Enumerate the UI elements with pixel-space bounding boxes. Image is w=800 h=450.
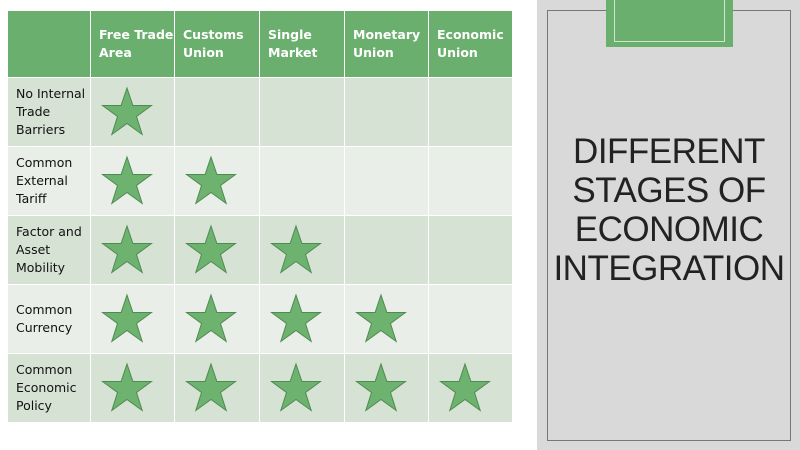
star-icon — [185, 224, 237, 274]
star-icon — [355, 362, 407, 412]
star-icon — [101, 155, 153, 205]
table-cell — [428, 77, 513, 147]
table-cell — [344, 284, 429, 354]
table-row: No Internal Trade Barriers — [7, 77, 513, 147]
star-icon — [101, 86, 153, 136]
table-cell — [90, 146, 175, 216]
table-cell — [344, 77, 429, 147]
row-label: Factor and Asset Mobility — [7, 215, 91, 285]
row-label: Common Currency — [7, 284, 91, 354]
star-icon — [101, 224, 153, 274]
table-cell — [259, 146, 345, 216]
star-icon — [185, 293, 237, 343]
table-cell — [428, 215, 513, 285]
table-row: Common Economic Policy — [7, 353, 513, 423]
row-label: Common Economic Policy — [7, 353, 91, 423]
column-header: Single Market — [259, 10, 345, 78]
table-cell — [428, 284, 513, 354]
table-cell — [428, 353, 513, 423]
table-cell — [174, 215, 260, 285]
header-corner — [7, 10, 91, 78]
table-cell — [259, 284, 345, 354]
table-cell — [344, 215, 429, 285]
slide-title: DIFFERENT STAGES OF ECONOMIC INTEGRATION — [553, 132, 785, 288]
table-cell — [90, 215, 175, 285]
row-label: Common External Tariff — [7, 146, 91, 216]
accent-tab — [606, 0, 733, 47]
table-cell — [259, 215, 345, 285]
star-icon — [185, 155, 237, 205]
table-cell — [344, 146, 429, 216]
table-cell — [174, 146, 260, 216]
column-header: Economic Union — [428, 10, 513, 78]
table-cell — [90, 77, 175, 147]
table-row: Common External Tariff — [7, 146, 513, 216]
star-icon — [439, 362, 491, 412]
table-cell — [90, 284, 175, 354]
table-cell — [174, 77, 260, 147]
table-cell — [344, 353, 429, 423]
table-cell — [259, 353, 345, 423]
star-icon — [270, 293, 322, 343]
table-cell — [428, 146, 513, 216]
star-icon — [355, 293, 407, 343]
star-icon — [270, 362, 322, 412]
table-cell — [174, 353, 260, 423]
star-icon — [185, 362, 237, 412]
table-header-row: Free Trade Area Customs Union Single Mar… — [7, 10, 513, 78]
row-label: No Internal Trade Barriers — [7, 77, 91, 147]
table-cell — [259, 77, 345, 147]
integration-stages-table: Free Trade Area Customs Union Single Mar… — [7, 10, 513, 423]
column-header: Free Trade Area — [90, 10, 175, 78]
star-icon — [270, 224, 322, 274]
column-header: Monetary Union — [344, 10, 429, 78]
table-cell — [174, 284, 260, 354]
table-cell — [90, 353, 175, 423]
table-row: Common Currency — [7, 284, 513, 354]
title-panel: DIFFERENT STAGES OF ECONOMIC INTEGRATION — [537, 0, 800, 450]
column-header: Customs Union — [174, 10, 260, 78]
accent-tab-inner — [614, 0, 725, 42]
table-row: Factor and Asset Mobility — [7, 215, 513, 285]
star-icon — [101, 362, 153, 412]
star-icon — [101, 293, 153, 343]
